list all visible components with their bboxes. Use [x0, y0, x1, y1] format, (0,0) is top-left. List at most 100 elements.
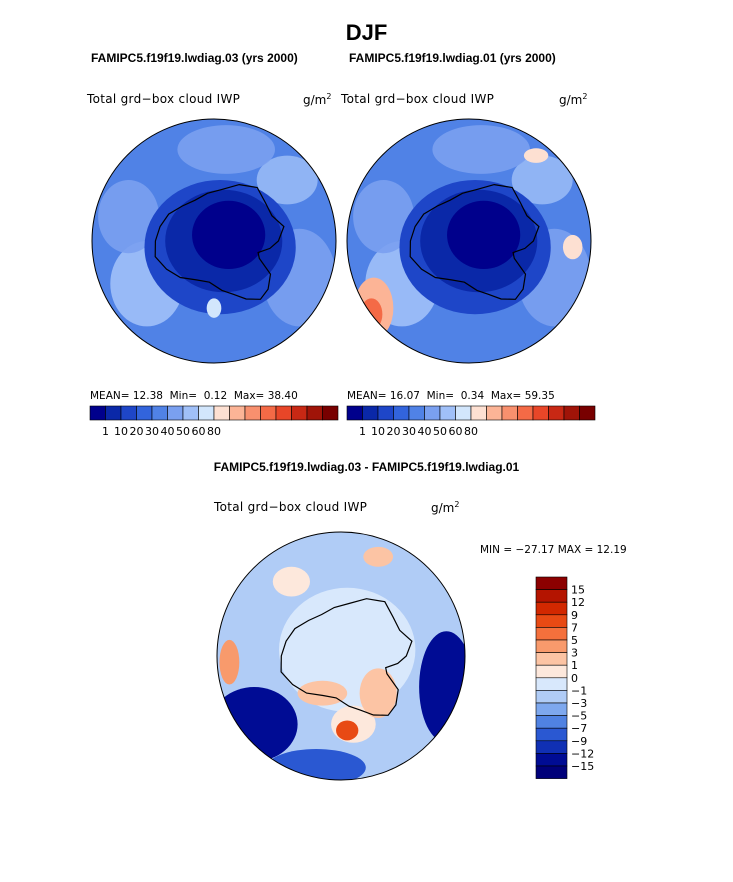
panel2-max-value: 59.35: [524, 390, 555, 402]
main-title: DJF: [345, 20, 388, 45]
panel1-field-patch: [192, 200, 266, 270]
panel1-colorbar: 1 10 20 30 40 50 60 80: [89, 405, 339, 438]
colorbar-tick-label: 20: [130, 425, 144, 438]
colorbar-swatch: [535, 753, 568, 767]
colorbar-swatch: [548, 405, 565, 421]
colorbar-tick-label: 20: [387, 425, 401, 438]
colorbar-swatch: [535, 677, 568, 691]
colorbar-tick-label: 50: [176, 425, 190, 438]
panel1-mean-value: 12.38: [132, 390, 163, 402]
colorbar-swatch: [213, 405, 230, 421]
colorbar-tick-label: 9: [571, 609, 578, 622]
panel1-title: FAMIPC5.f19f19.lwdiag.03 (yrs 2000): [91, 51, 298, 65]
colorbar-swatch: [275, 405, 292, 421]
colorbar-swatch: [362, 405, 379, 421]
colorbar-tick-label: −7: [571, 722, 587, 735]
panel1-min-label: Min=: [169, 390, 198, 402]
panel2-field-patch: [447, 200, 521, 270]
diff-field-patch: [219, 639, 240, 685]
panel2-field-patch: [511, 155, 573, 205]
diff-field-patch: [359, 668, 397, 718]
diff-field-patch: [266, 749, 366, 780]
panel2-units-text: g/m: [559, 93, 583, 107]
colorbar-tick-label: 1: [571, 659, 578, 672]
panel1-field-patch: [256, 155, 318, 205]
diff-units-sup: 2: [454, 500, 460, 509]
diff-min-value: −27.17: [515, 544, 555, 556]
panel2-mean-label: MEAN=: [347, 390, 387, 402]
colorbar-swatch: [535, 589, 568, 603]
panel2-field-patch: [523, 148, 549, 163]
colorbar-swatch: [136, 405, 153, 421]
panel1-variable-label: Total grd−box cloud IWP: [87, 92, 241, 106]
panel2-min-label: Min=: [426, 390, 455, 402]
panel2-stats: MEAN= 16.07 Min= 0.34 Max= 59.35: [347, 390, 555, 402]
colorbar-swatch: [244, 405, 261, 421]
diff-max-value: 12.19: [596, 544, 627, 556]
colorbar-tick-label: 15: [571, 584, 585, 597]
panel2-units-sup: 2: [582, 92, 588, 101]
diff-units-text: g/m: [431, 501, 455, 515]
colorbar-swatch: [535, 740, 568, 754]
panel2-field-patch: [432, 125, 530, 174]
colorbar-swatch: [535, 690, 568, 704]
panel2-map-border: [346, 118, 592, 364]
diff-min-label: MIN =: [480, 544, 513, 556]
diff-field-patch: [419, 631, 465, 743]
colorbar-tick-label: 50: [433, 425, 447, 438]
colorbar-swatch: [535, 614, 568, 628]
colorbar-tick-label: 80: [207, 425, 221, 438]
colorbar-tick-label: 80: [464, 425, 478, 438]
colorbar-swatch: [260, 405, 277, 421]
colorbar-tick-label: 40: [161, 425, 175, 438]
colorbar-tick-label: −3: [571, 697, 587, 710]
colorbar-tick-label: 10: [371, 425, 385, 438]
colorbar-swatch: [535, 765, 568, 779]
panel1-field-patch: [177, 125, 275, 174]
diff-field-patch: [272, 566, 310, 597]
colorbar-swatch: [517, 405, 534, 421]
colorbar-swatch: [120, 405, 137, 421]
colorbar-swatch: [563, 405, 580, 421]
colorbar-tick-label: 1: [359, 425, 366, 438]
panel2-coastline: [409, 183, 540, 300]
colorbar-tick-label: 40: [418, 425, 432, 438]
colorbar-swatch: [105, 405, 122, 421]
colorbar-swatch: [167, 405, 184, 421]
colorbar-swatch: [535, 664, 568, 679]
colorbar-swatch: [408, 405, 425, 421]
colorbar-tick-label: 5: [571, 634, 578, 647]
diff-map-border: [216, 531, 466, 781]
panel1-mean-label: MEAN=: [90, 390, 130, 402]
colorbar-tick-label: 30: [402, 425, 416, 438]
diff-title: FAMIPC5.f19f19.lwdiag.03 - FAMIPC5.f19f1…: [213, 460, 520, 474]
panel2-map: [347, 119, 591, 363]
panel2-variable-label: Total grd−box cloud IWP: [341, 92, 495, 106]
panel1-max-value: 38.40: [267, 390, 298, 402]
colorbar-swatch: [455, 405, 472, 421]
colorbar-swatch: [346, 405, 363, 421]
panel1-stats: MEAN= 12.38 Min= 0.12 Max= 38.40: [90, 390, 298, 402]
colorbar-swatch: [198, 405, 215, 421]
colorbar-tick-label: −9: [571, 735, 587, 748]
panel2-field-patch: [353, 180, 415, 254]
colorbar-tick-label: 7: [571, 621, 578, 634]
colorbar-swatch: [535, 627, 568, 641]
diff-stats: MIN = −27.17 MAX = 12.19: [480, 544, 627, 556]
panel2-title: FAMIPC5.f19f19.lwdiag.01 (yrs 2000): [349, 51, 556, 65]
colorbar-swatch: [291, 405, 308, 421]
colorbar-swatch: [322, 405, 339, 421]
panel1-units-sup: 2: [326, 92, 332, 101]
colorbar-swatch: [470, 405, 487, 421]
colorbar-tick-label: 60: [449, 425, 463, 438]
colorbar-swatch: [393, 405, 410, 421]
diff-map: [217, 532, 465, 780]
panel2-colorbar: 1 10 20 30 40 50 60 80: [346, 405, 596, 438]
colorbar-tick-label: −5: [571, 710, 587, 723]
panel1-map: [92, 119, 336, 363]
diff-field-patch: [297, 680, 348, 706]
colorbar-swatch: [535, 652, 568, 666]
colorbar-tick-label: −1: [571, 684, 587, 697]
